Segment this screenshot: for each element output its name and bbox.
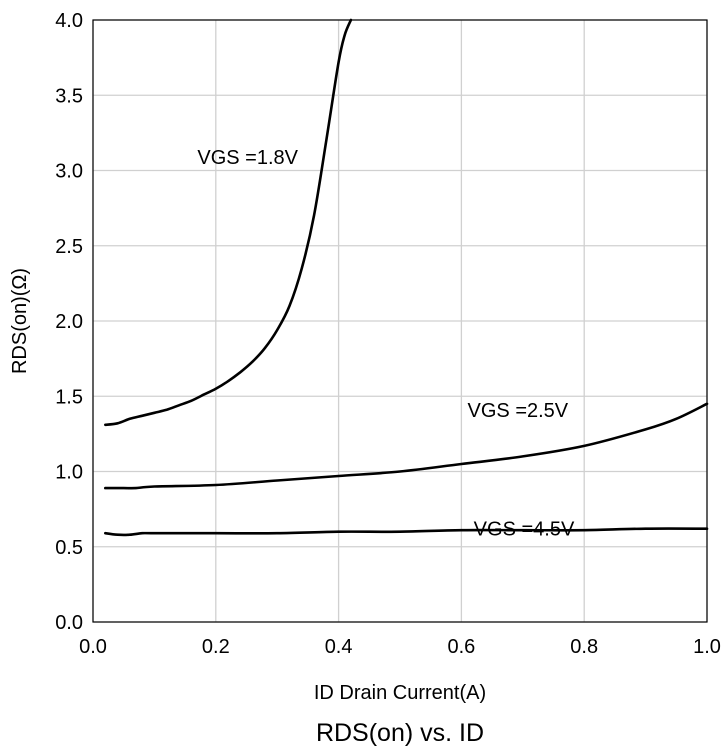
x-tick-label: 0.8 bbox=[570, 636, 598, 658]
y-axis-ticks: 0.0 0.5 1.0 1.5 2.0 2.5 3.0 3.5 4.0 bbox=[55, 10, 83, 634]
y-tick-label: 3.0 bbox=[55, 161, 83, 183]
series-annotation: VGS =4.5V bbox=[474, 519, 575, 541]
x-tick-label: 0.2 bbox=[202, 636, 230, 658]
y-tick-label: 3.5 bbox=[55, 85, 83, 107]
y-tick-label: 1.0 bbox=[55, 462, 83, 484]
series-layer bbox=[104, 18, 709, 537]
series-annotation: VGS =1.8V bbox=[197, 147, 298, 169]
y-tick-label: 2.5 bbox=[55, 236, 83, 258]
series-annotation: VGS =2.5V bbox=[468, 400, 569, 422]
series-line-0 bbox=[104, 18, 353, 427]
y-tick-label: 2.0 bbox=[55, 311, 83, 333]
x-axis-label: ID Drain Current(A) bbox=[314, 682, 486, 704]
chart-title: RDS(on) vs. ID bbox=[316, 719, 484, 747]
x-axis-ticks: 0.0 0.2 0.4 0.6 0.8 1.0 bbox=[79, 636, 721, 658]
y-tick-label: 4.0 bbox=[55, 10, 83, 32]
y-tick-label: 1.5 bbox=[55, 386, 83, 408]
x-tick-label: 1.0 bbox=[693, 636, 721, 658]
x-tick-label: 0.6 bbox=[447, 636, 475, 658]
x-tick-label: 0.4 bbox=[325, 636, 353, 658]
series-line-1 bbox=[104, 402, 709, 490]
y-tick-label: 0.0 bbox=[55, 612, 83, 634]
series-line-2 bbox=[104, 527, 709, 537]
x-tick-label: 0.0 bbox=[79, 636, 107, 658]
y-tick-label: 0.5 bbox=[55, 537, 83, 559]
y-axis-label: RDS(on)(Ω) bbox=[9, 268, 31, 374]
plot-frame bbox=[92, 19, 708, 623]
annotations: VGS =1.8V VGS =2.5V VGS =4.5V bbox=[197, 147, 575, 541]
